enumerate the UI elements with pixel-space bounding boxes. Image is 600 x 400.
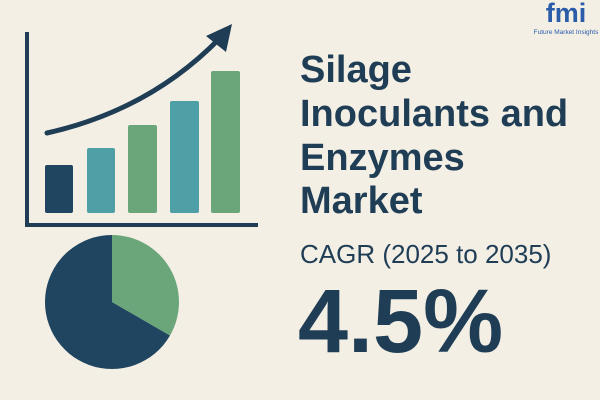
icon-axes xyxy=(25,32,258,227)
icon-bar xyxy=(128,125,157,213)
cagr-label: CAGR (2025 to 2035) xyxy=(300,239,551,269)
icon-bar xyxy=(45,165,73,213)
title-line: Enzymes xyxy=(300,137,465,179)
icon-pie-slice xyxy=(112,235,179,336)
title-line: Silage xyxy=(300,49,412,91)
logo-mark: fmi xyxy=(546,0,587,28)
pie-icon xyxy=(44,234,179,369)
chart-icon xyxy=(25,24,258,227)
icon-bar xyxy=(170,101,199,213)
logo-name: Future Market Insights xyxy=(534,29,599,36)
icon-bar xyxy=(87,148,115,213)
icon-arrow xyxy=(44,35,223,136)
title-line: Inoculants and xyxy=(300,93,568,135)
icon-pie-slice xyxy=(44,234,170,369)
cagr-value: 4.5% xyxy=(298,272,503,372)
icon-arrowhead xyxy=(206,24,232,52)
title-line: Market xyxy=(300,180,423,222)
icon-bar xyxy=(211,71,240,213)
